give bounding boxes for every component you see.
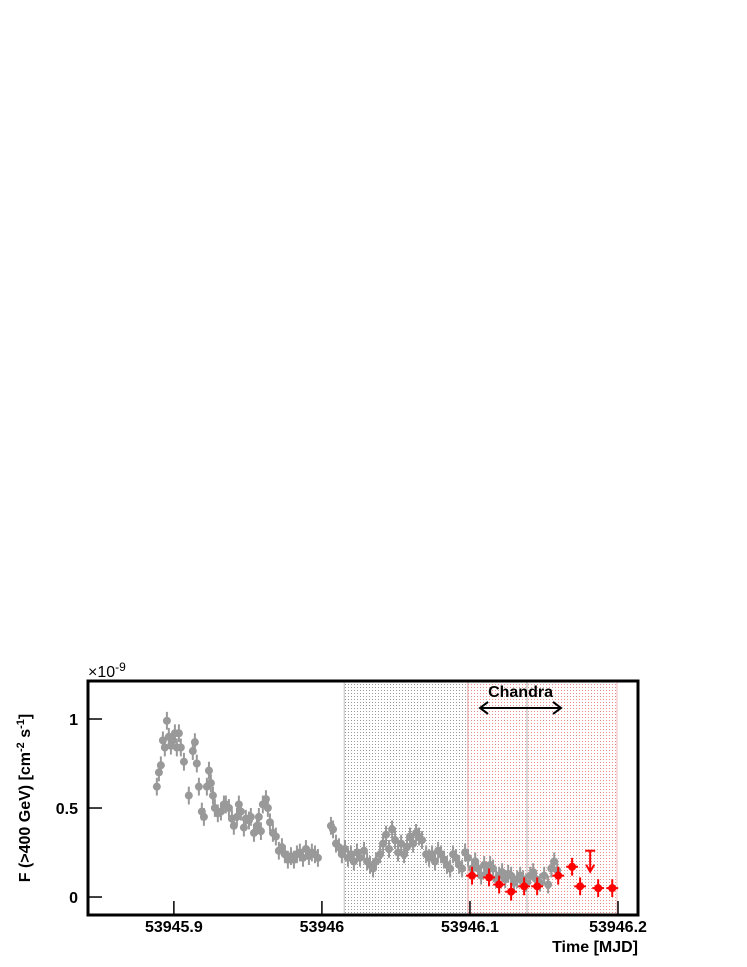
region	[344, 681, 468, 915]
point	[498, 868, 507, 877]
point	[406, 832, 415, 841]
multiplier-base: ×10	[88, 664, 115, 681]
point	[229, 821, 238, 830]
x-tick-label: 53946	[300, 919, 345, 936]
y-tick-label: 0.5	[56, 801, 78, 818]
point	[204, 766, 213, 775]
point	[384, 844, 393, 853]
point	[190, 738, 199, 747]
point	[544, 880, 553, 889]
upper-limit-arrow	[585, 864, 596, 874]
point	[236, 807, 245, 816]
point	[156, 761, 165, 770]
point	[452, 853, 461, 862]
point	[263, 804, 272, 813]
point	[568, 862, 577, 871]
point	[254, 812, 263, 821]
point	[431, 857, 440, 866]
y-label-part: -2	[15, 742, 27, 752]
point	[179, 757, 188, 766]
point	[458, 864, 467, 873]
point	[576, 882, 585, 891]
y-axis-label: F (>400 GeV) [cm-2 s-1]	[15, 714, 34, 883]
annotation: Chandra	[488, 684, 553, 701]
arrow-head	[552, 701, 563, 715]
point	[533, 882, 542, 891]
point	[495, 880, 504, 889]
y-label-part: s	[17, 729, 34, 742]
point	[507, 887, 516, 896]
point	[246, 812, 255, 821]
point	[194, 782, 203, 791]
point	[329, 825, 338, 834]
point	[184, 791, 193, 800]
point	[162, 716, 171, 725]
point	[520, 882, 529, 891]
arrow-head	[478, 701, 489, 715]
point	[355, 853, 364, 862]
y-label-part: F (>400 GeV) [cm	[17, 752, 34, 882]
point	[176, 743, 185, 752]
point	[608, 884, 617, 893]
point	[359, 846, 368, 855]
point	[468, 871, 477, 880]
point	[206, 779, 215, 788]
point	[391, 836, 400, 845]
y-tick-label: 1	[69, 712, 78, 729]
point	[199, 812, 208, 821]
y-multiplier: ×10-9	[88, 660, 126, 681]
x-tick-label: 53945.9	[145, 919, 203, 936]
point	[417, 836, 426, 845]
point	[371, 857, 380, 866]
y-label-part: -1	[15, 719, 27, 729]
point	[446, 864, 455, 873]
point	[349, 857, 358, 866]
point	[160, 743, 169, 752]
point	[208, 791, 217, 800]
plot-frame	[86, 679, 640, 917]
x-axis-label: Time [MJD]	[552, 939, 638, 956]
point	[540, 871, 549, 880]
point	[271, 832, 280, 841]
point	[382, 830, 391, 839]
point	[152, 782, 161, 791]
y-tick-label: 0	[69, 890, 78, 907]
point	[464, 853, 473, 862]
point	[477, 871, 486, 880]
point	[489, 864, 498, 873]
point	[554, 871, 563, 880]
point	[394, 848, 403, 857]
x-tick-label: 53946.1	[441, 919, 499, 936]
point	[313, 853, 322, 862]
point	[594, 884, 603, 893]
point	[485, 873, 494, 882]
y-label-part: ]	[17, 714, 34, 719]
point	[256, 827, 265, 836]
multiplier-exponent: -9	[115, 660, 126, 674]
point	[174, 729, 183, 738]
point	[192, 759, 201, 768]
x-tick-label: 53946.2	[589, 919, 647, 936]
